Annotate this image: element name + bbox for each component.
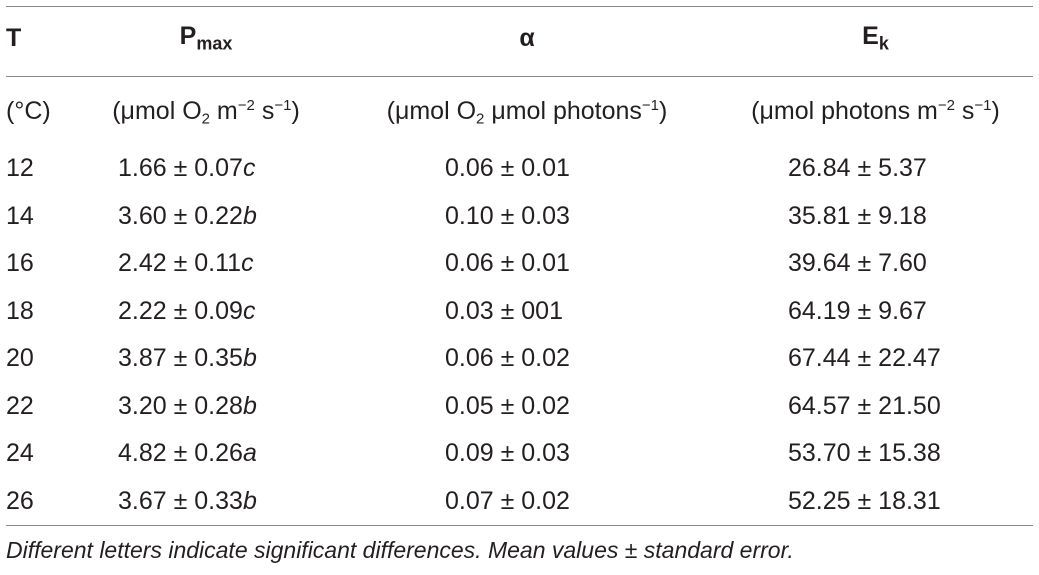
unit-pmax: (μmol O2 m−2 s−1) <box>70 77 342 145</box>
cell-alpha: 0.06 ± 0.01 <box>445 249 570 278</box>
cell-alpha: 0.06 ± 0.02 <box>445 344 570 373</box>
cell-ek: 26.84 ± 5.37 <box>788 154 927 183</box>
cell-t: 18 <box>6 296 34 325</box>
cell-pmax-letter: a <box>242 439 257 468</box>
unit-ek-b: −2 <box>937 96 955 114</box>
cell-alpha: 0.03 ± 001 <box>445 296 563 325</box>
cell-pmax: 4.82 ± 0.26a <box>70 430 342 478</box>
header-rule <box>6 76 1033 77</box>
unit-pmax-c: m <box>209 96 238 125</box>
cell-t: 14 <box>6 201 34 230</box>
cell-pmax: 3.67 ± 0.33b <box>70 478 342 526</box>
cell-pmax: 2.22 ± 0.09c <box>70 288 342 336</box>
cell-pmax-value: 2.42 ± 0.11 <box>118 249 242 278</box>
cell-pmax-value: 1.66 ± 0.07 <box>118 154 243 183</box>
cell-t: 22 <box>6 391 34 420</box>
unit-alpha-c: μmol photons <box>484 96 642 125</box>
cell-pmax-letter: b <box>242 344 257 373</box>
cell-ek: 67.44 ± 22.47 <box>788 344 941 373</box>
cell-pmax-letter: c <box>241 249 254 278</box>
unit-t: (°C) <box>6 96 51 125</box>
cell-ek: 35.81 ± 9.18 <box>788 201 927 230</box>
table-row: 16 2.42 ± 0.11c 0.06 ± 0.01 39.64 ± 7.60 <box>0 240 1039 288</box>
cell-pmax-letter: c <box>242 154 256 183</box>
cell-ek: 39.64 ± 7.60 <box>788 249 927 278</box>
unit-alpha: (μmol O2 μmol photons−1) <box>342 77 712 145</box>
unit-alpha-b: 2 <box>476 110 485 127</box>
header-ek: Ek <box>712 0 1039 77</box>
header-row: T Pmax α Ek <box>0 0 1039 77</box>
unit-ek-e: ) <box>991 96 1000 125</box>
table-row: 14 3.60 ± 0.22b 0.10 ± 0.03 35.81 ± 9.18 <box>0 193 1039 241</box>
cell-pmax-value: 2.22 ± 0.09 <box>118 296 243 325</box>
unit-ek-d: −1 <box>974 96 992 114</box>
header-ek-main: E <box>862 22 879 51</box>
cell-pmax-value: 4.82 ± 0.26 <box>118 439 243 468</box>
cell-pmax: 1.66 ± 0.07c <box>70 145 342 193</box>
cell-pmax-value: 3.60 ± 0.22 <box>118 201 243 230</box>
data-table: T Pmax α Ek (°C) (μmol O2 m−2 s−1) (μmol… <box>0 0 1039 526</box>
header-t: T <box>6 24 22 52</box>
table-row: 22 3.20 ± 0.28b 0.05 ± 0.02 64.57 ± 21.5… <box>0 383 1039 431</box>
cell-ek: 53.70 ± 15.38 <box>788 439 941 468</box>
unit-pmax-e: s <box>254 96 275 125</box>
unit-pmax-g: ) <box>291 96 300 125</box>
unit-pmax-f: −1 <box>274 96 292 114</box>
cell-t: 24 <box>6 439 34 468</box>
units-row: (°C) (μmol O2 m−2 s−1) (μmol O2 μmol pho… <box>0 77 1039 145</box>
table-row: 26 3.67 ± 0.33b 0.07 ± 0.02 52.25 ± 18.3… <box>0 478 1039 526</box>
cell-ek: 64.57 ± 21.50 <box>788 391 941 420</box>
cell-pmax-value: 3.67 ± 0.33 <box>118 486 243 515</box>
unit-ek-c: s <box>954 96 975 125</box>
table-row: 12 1.66 ± 0.07c 0.06 ± 0.01 26.84 ± 5.37 <box>0 145 1039 193</box>
unit-pmax-b: 2 <box>201 110 210 127</box>
cell-alpha: 0.06 ± 0.01 <box>445 154 570 183</box>
header-alpha: α <box>519 24 535 52</box>
top-rule <box>6 6 1033 7</box>
cell-alpha: 0.05 ± 0.02 <box>445 391 570 420</box>
cell-pmax-value: 3.20 ± 0.28 <box>118 391 243 420</box>
unit-alpha-d: −1 <box>641 96 660 114</box>
cell-pmax: 2.42 ± 0.11c <box>70 240 342 288</box>
cell-alpha: 0.10 ± 0.03 <box>445 201 570 230</box>
unit-alpha-a: (μmol O <box>386 96 477 125</box>
table-footnote: Different letters indicate significant d… <box>6 537 794 563</box>
cell-t: 26 <box>6 486 34 515</box>
cell-ek: 52.25 ± 18.31 <box>788 486 941 515</box>
unit-ek: (μmol photons m−2 s−1) <box>712 77 1039 145</box>
unit-ek-a: (μmol photons m <box>751 96 938 125</box>
table-row: 24 4.82 ± 0.26a 0.09 ± 0.03 53.70 ± 15.3… <box>0 430 1039 478</box>
unit-pmax-d: −2 <box>237 96 255 114</box>
cell-pmax-value: 3.87 ± 0.35 <box>118 344 243 373</box>
cell-pmax-letter: b <box>242 201 257 230</box>
cell-alpha: 0.07 ± 0.02 <box>445 486 570 515</box>
cell-t: 16 <box>6 249 34 278</box>
header-pmax: Pmax <box>70 0 342 77</box>
cell-pmax-letter: b <box>242 486 257 515</box>
header-ek-sub: k <box>878 33 889 54</box>
cell-ek: 64.19 ± 9.67 <box>788 296 927 325</box>
cell-pmax-letter: b <box>242 391 257 420</box>
table-row: 18 2.22 ± 0.09c 0.03 ± 001 64.19 ± 9.67 <box>0 288 1039 336</box>
unit-pmax-a: (μmol O <box>112 96 202 125</box>
cell-pmax: 3.87 ± 0.35b <box>70 335 342 383</box>
table-row: 20 3.87 ± 0.35b 0.06 ± 0.02 67.44 ± 22.4… <box>0 335 1039 383</box>
cell-alpha: 0.09 ± 0.03 <box>445 439 570 468</box>
cell-pmax: 3.20 ± 0.28b <box>70 383 342 431</box>
cell-t: 20 <box>6 344 34 373</box>
unit-alpha-e: ) <box>659 96 668 125</box>
bottom-rule <box>6 525 1033 526</box>
cell-t: 12 <box>6 154 34 183</box>
header-pmax-main: P <box>179 22 197 51</box>
cell-pmax-letter: c <box>242 296 256 325</box>
cell-pmax: 3.60 ± 0.22b <box>70 193 342 241</box>
header-pmax-sub: max <box>196 33 233 54</box>
